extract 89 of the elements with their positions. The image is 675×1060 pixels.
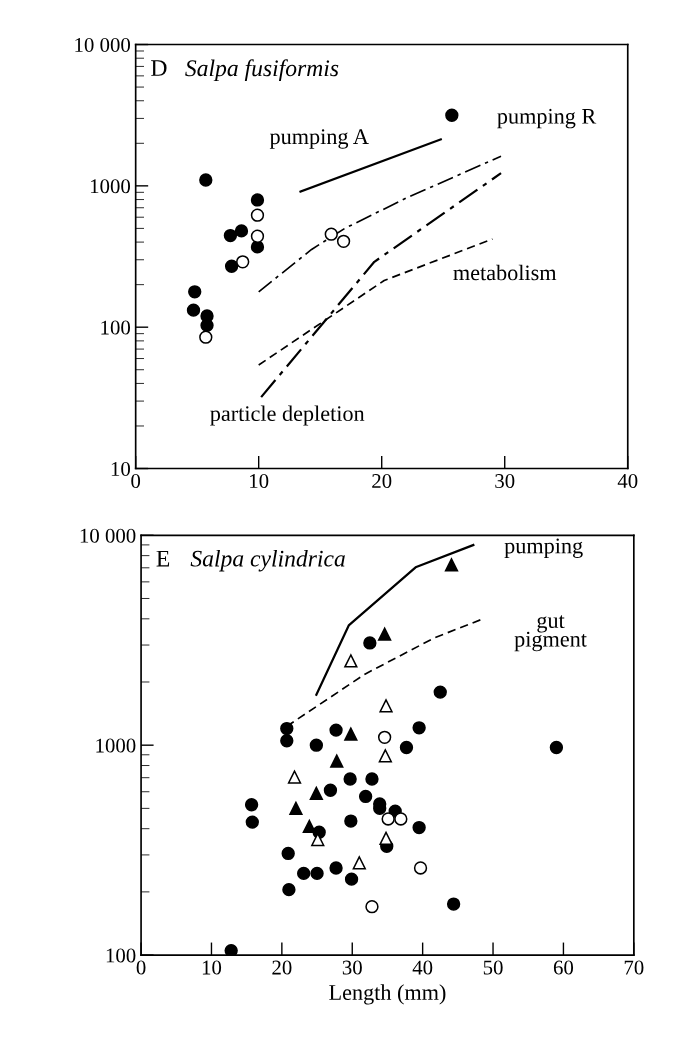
- x-tick-label: 40: [412, 960, 433, 975]
- point: [344, 814, 358, 828]
- x-tick-label: 0: [131, 473, 141, 489]
- point: [309, 786, 324, 800]
- annotation: pumping R: [497, 108, 597, 129]
- point: [289, 801, 303, 816]
- x-tick-label: 30: [342, 960, 362, 975]
- y-tick-label: 1000: [90, 179, 131, 194]
- point: [549, 740, 564, 755]
- point: [433, 685, 447, 699]
- point: [282, 882, 296, 897]
- point: [446, 897, 461, 911]
- point: [412, 721, 426, 735]
- point: [394, 812, 408, 826]
- point: [224, 259, 239, 273]
- text: Salpa fusiformis: [185, 59, 339, 82]
- point: [336, 234, 351, 249]
- point: [310, 866, 324, 881]
- y-tick-label: 1000: [96, 738, 136, 753]
- point: [188, 285, 202, 299]
- point: [445, 108, 459, 122]
- point: [186, 303, 201, 317]
- annotation: pumping: [504, 538, 583, 558]
- annotation: D: [151, 60, 167, 76]
- point: [297, 866, 311, 881]
- point: [444, 558, 459, 572]
- point: [412, 820, 426, 835]
- point: [236, 255, 250, 269]
- x-tick-label: 50: [483, 960, 503, 975]
- point: [344, 727, 358, 741]
- point: [250, 208, 265, 222]
- annotation: particle depletion: [210, 405, 365, 426]
- point: [329, 861, 343, 875]
- y-tick-label: 100: [101, 320, 131, 335]
- point: [413, 861, 428, 875]
- point: [377, 730, 392, 744]
- point: [309, 738, 324, 752]
- x-tick-label: 0: [136, 960, 146, 975]
- x-tick-label: 20: [272, 960, 292, 975]
- x-tick-label: 10: [250, 473, 269, 489]
- point: [234, 224, 249, 238]
- point: [324, 227, 338, 241]
- point: [343, 772, 357, 786]
- y-tick-label: 100: [106, 948, 136, 963]
- annotation: E: [156, 550, 170, 567]
- point: [323, 783, 338, 797]
- y-tick-label: 10 000: [80, 528, 136, 543]
- point: [330, 754, 344, 768]
- point: [399, 740, 414, 755]
- point: [352, 856, 366, 870]
- point: [244, 798, 259, 812]
- x-tick-label: 70: [624, 960, 644, 975]
- point: [224, 943, 238, 956]
- y-tick-label: 10 000: [75, 37, 131, 52]
- point: [329, 723, 343, 737]
- x-axis-title: Length (mm): [329, 984, 446, 1005]
- point: [250, 229, 265, 243]
- point: [358, 789, 373, 804]
- y-tick-label: 10: [111, 461, 131, 476]
- point: [245, 815, 259, 829]
- annotation: pumping A: [269, 129, 369, 149]
- point: [344, 654, 358, 668]
- point: [302, 819, 316, 834]
- point: [199, 173, 213, 187]
- point: [344, 872, 359, 886]
- point: [280, 734, 294, 748]
- annotation: gut pigment: [514, 615, 587, 652]
- point: [280, 721, 294, 736]
- point: [281, 846, 295, 861]
- point: [381, 812, 395, 826]
- point: [363, 636, 377, 650]
- point: [200, 318, 214, 333]
- x-tick-label: 60: [553, 960, 574, 975]
- point: [287, 770, 302, 784]
- text: Salpa cylindrica: [190, 549, 345, 572]
- x-tick-label: 30: [495, 473, 515, 489]
- point: [199, 330, 213, 344]
- point: [379, 699, 393, 713]
- x-tick-label: 10: [202, 960, 222, 975]
- point: [365, 772, 379, 786]
- annotation: metabolism: [453, 264, 557, 281]
- point: [379, 831, 393, 845]
- point: [378, 749, 393, 763]
- point: [365, 900, 379, 914]
- x-tick-label: 40: [617, 473, 638, 489]
- point: [250, 193, 265, 207]
- x-tick-label: 20: [372, 473, 392, 489]
- point: [223, 228, 238, 243]
- point: [377, 627, 392, 641]
